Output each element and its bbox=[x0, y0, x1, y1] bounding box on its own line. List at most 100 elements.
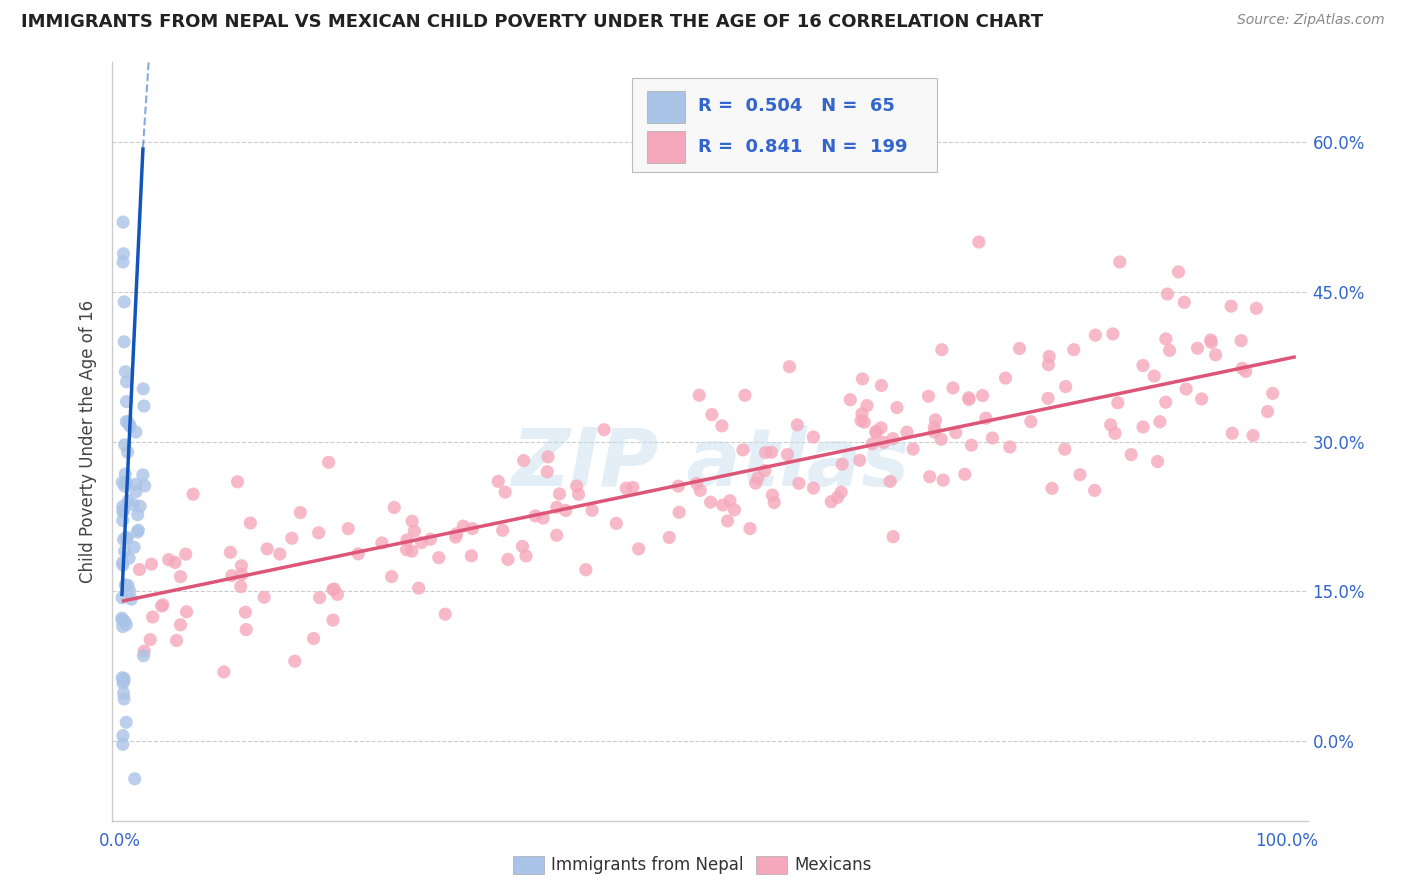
Point bbox=[111, 591, 134, 605]
Point bbox=[284, 654, 307, 668]
Point bbox=[451, 519, 474, 533]
Point bbox=[711, 498, 734, 512]
Point bbox=[994, 371, 1017, 385]
Point bbox=[1199, 333, 1222, 347]
Point bbox=[118, 417, 141, 432]
Point bbox=[111, 558, 134, 573]
Point bbox=[408, 581, 430, 595]
Point bbox=[1234, 364, 1257, 378]
Point bbox=[120, 592, 142, 607]
Point bbox=[132, 648, 155, 663]
Point bbox=[127, 525, 149, 540]
Point bbox=[115, 715, 138, 730]
Point bbox=[112, 672, 135, 686]
Point bbox=[853, 415, 876, 429]
Point bbox=[111, 504, 134, 518]
Point bbox=[831, 457, 853, 471]
Point bbox=[111, 671, 134, 685]
Point bbox=[1121, 448, 1143, 462]
Point bbox=[593, 423, 616, 437]
Point bbox=[404, 524, 426, 538]
Point bbox=[1173, 295, 1195, 310]
Point bbox=[125, 477, 148, 491]
Point bbox=[226, 475, 249, 489]
Point bbox=[290, 506, 312, 520]
Point bbox=[1187, 341, 1209, 355]
Point bbox=[851, 407, 873, 421]
Point bbox=[1154, 395, 1177, 409]
Point bbox=[118, 551, 141, 566]
Point bbox=[689, 483, 711, 498]
Point bbox=[1040, 481, 1063, 495]
Point bbox=[114, 544, 136, 558]
Point bbox=[395, 533, 418, 547]
Point bbox=[786, 417, 808, 432]
Point bbox=[229, 580, 252, 594]
Point bbox=[132, 467, 155, 482]
Point bbox=[896, 425, 918, 439]
Point bbox=[132, 382, 155, 396]
Point bbox=[114, 615, 136, 629]
Point bbox=[427, 550, 450, 565]
Point bbox=[111, 737, 134, 751]
Point bbox=[512, 453, 534, 467]
Point bbox=[924, 420, 946, 434]
Point bbox=[127, 523, 149, 537]
Point bbox=[1241, 428, 1264, 442]
Bar bbox=[647, 131, 685, 163]
Point bbox=[111, 619, 134, 633]
Point bbox=[446, 526, 468, 541]
Point bbox=[302, 632, 325, 646]
Point bbox=[717, 514, 740, 528]
Point bbox=[323, 582, 346, 596]
Point bbox=[444, 530, 467, 544]
Point bbox=[820, 494, 842, 508]
Point bbox=[1257, 404, 1279, 418]
Point bbox=[1149, 415, 1171, 429]
Point bbox=[536, 465, 558, 479]
Point bbox=[411, 535, 433, 549]
Text: Source: ZipAtlas.com: Source: ZipAtlas.com bbox=[1237, 13, 1385, 28]
Point bbox=[957, 391, 980, 405]
Point bbox=[212, 665, 235, 679]
Text: R =  0.841   N =  199: R = 0.841 N = 199 bbox=[699, 137, 908, 155]
Point bbox=[865, 425, 887, 440]
Point bbox=[111, 676, 134, 690]
Point bbox=[1246, 301, 1268, 316]
Point bbox=[1232, 361, 1254, 376]
Point bbox=[761, 445, 783, 459]
Point bbox=[778, 359, 800, 374]
Point bbox=[974, 411, 997, 425]
Point bbox=[114, 479, 136, 493]
Point bbox=[1063, 343, 1085, 357]
Point bbox=[139, 632, 162, 647]
Point bbox=[1146, 454, 1168, 468]
Point bbox=[1261, 386, 1284, 401]
Point bbox=[998, 440, 1021, 454]
Point bbox=[849, 414, 872, 428]
Point bbox=[401, 544, 423, 558]
Point bbox=[614, 481, 637, 495]
Point bbox=[111, 513, 134, 527]
Point bbox=[1054, 379, 1077, 393]
Point bbox=[860, 436, 883, 450]
Bar bbox=[633, 78, 938, 172]
Point bbox=[960, 438, 983, 452]
Point bbox=[118, 584, 141, 599]
Point bbox=[142, 610, 165, 624]
Point bbox=[326, 587, 349, 601]
Point bbox=[129, 500, 152, 514]
Point bbox=[117, 445, 139, 459]
Point bbox=[512, 540, 534, 554]
Point bbox=[322, 582, 344, 597]
Point bbox=[117, 532, 139, 546]
Point bbox=[150, 599, 173, 613]
Point bbox=[882, 530, 904, 544]
Point bbox=[115, 375, 138, 389]
Text: Mexicans: Mexicans bbox=[794, 856, 872, 874]
Point bbox=[873, 435, 896, 450]
Point bbox=[734, 388, 756, 402]
Point bbox=[1036, 392, 1059, 406]
Point bbox=[174, 547, 197, 561]
Point bbox=[699, 495, 721, 509]
